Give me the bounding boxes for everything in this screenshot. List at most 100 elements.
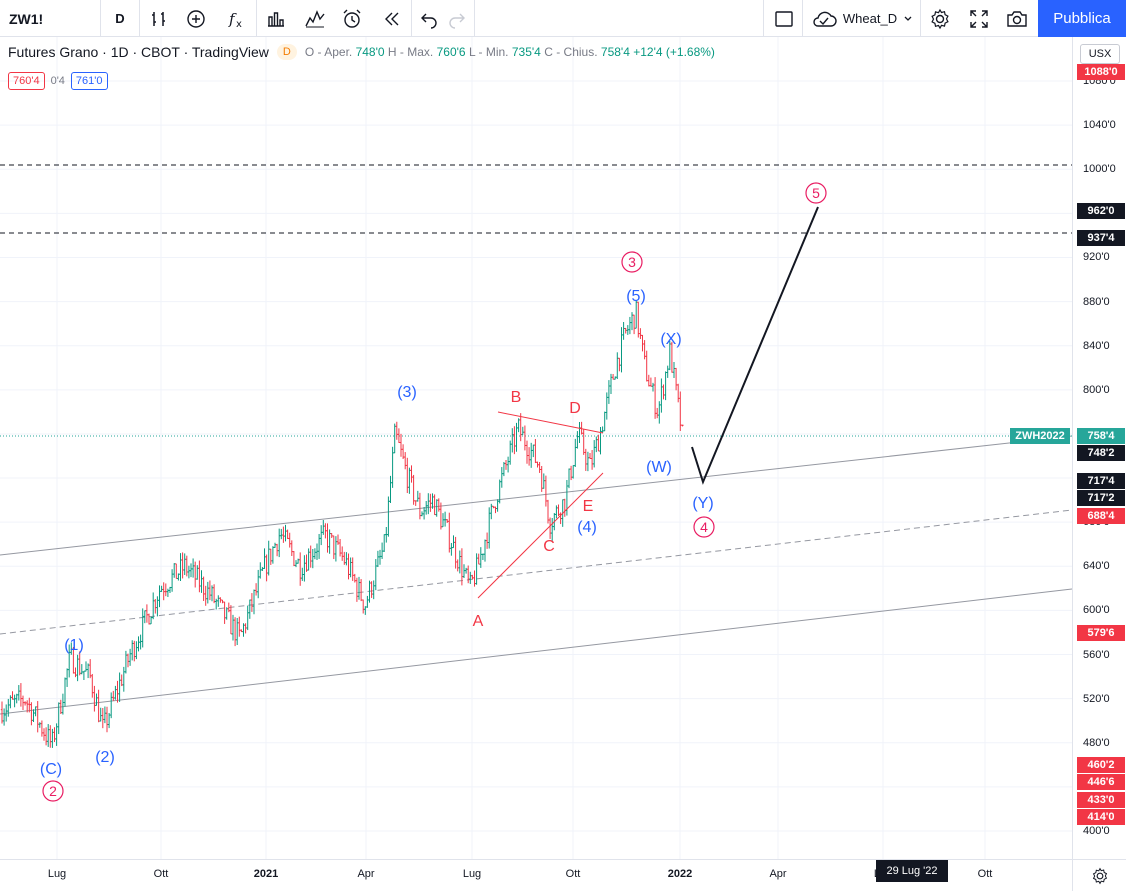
price-bar — [95, 693, 98, 706]
price-bar — [313, 548, 317, 560]
price-bar — [586, 451, 590, 472]
price-bar — [250, 593, 254, 612]
price-bar — [609, 373, 613, 395]
layout-button[interactable]: Wheat_D — [806, 0, 918, 37]
fullscreen-square-button[interactable] — [766, 0, 802, 37]
publish-button[interactable]: Pubblica — [1038, 0, 1126, 37]
interval-button[interactable]: D — [115, 11, 125, 26]
price-bar — [477, 553, 480, 565]
add-button[interactable] — [178, 0, 214, 37]
price-bar — [179, 553, 182, 581]
chart-canvas[interactable]: (C) 2 (1) (2) (3) A B C D E (4) 3 (5) (X) (W) (Y) 4 5 — [0, 37, 1072, 859]
price-bar — [427, 493, 430, 515]
time-tick: Lug — [47, 868, 67, 880]
price-bar — [506, 456, 510, 473]
price-bar — [418, 492, 422, 520]
price-bar — [437, 498, 440, 512]
price-bar — [126, 653, 130, 668]
time-tick: Ott — [977, 868, 993, 880]
price-bar — [540, 465, 543, 492]
price-bar — [582, 429, 585, 455]
ask-button[interactable]: 761'0 — [70, 72, 108, 90]
channel-lower-line — [0, 588, 1072, 715]
price-label: 748'2 — [1077, 445, 1125, 461]
time-tick: Lug — [462, 868, 482, 880]
svg-text:x: x — [236, 19, 242, 29]
price-bar — [656, 407, 659, 419]
price-bar — [588, 453, 592, 459]
templates-button[interactable] — [258, 0, 294, 37]
price-bar — [628, 316, 632, 335]
price-bar — [152, 592, 155, 620]
price-tick: 920'0 — [1083, 251, 1110, 264]
price-bar — [240, 629, 243, 633]
price-bar — [89, 659, 92, 679]
price-bar — [345, 552, 348, 566]
price-bar — [80, 664, 83, 675]
price-bar — [481, 553, 485, 560]
price-bar — [677, 383, 680, 403]
price-bar — [236, 617, 239, 645]
price-bar — [536, 461, 539, 468]
price-bar — [517, 418, 520, 433]
price-bar — [9, 695, 12, 709]
price-bar — [173, 563, 176, 578]
fullscreen-button[interactable] — [961, 0, 997, 37]
price-bar — [351, 557, 354, 581]
wave-label: (X) — [660, 331, 681, 348]
price-bar — [231, 614, 235, 641]
redo-button[interactable] — [440, 0, 474, 37]
price-label: 937'4 — [1077, 230, 1125, 246]
price-bar — [74, 667, 77, 678]
price-tick: 560'0 — [1083, 648, 1110, 661]
price-bar — [429, 493, 432, 512]
price-bar — [128, 648, 132, 666]
price-bar — [488, 507, 491, 549]
alert-button[interactable] — [334, 0, 370, 37]
symbol-search-button[interactable]: ZW1! — [9, 10, 44, 27]
replay-button[interactable] — [374, 0, 410, 37]
price-bar — [664, 371, 667, 401]
price-bar — [187, 565, 191, 579]
axis-settings-button[interactable] — [1072, 859, 1126, 891]
price-bar — [133, 640, 136, 662]
price-bar — [257, 569, 260, 599]
chart-legend: Futures Grano · 1D · CBOT · TradingView … — [8, 44, 715, 60]
price-bar — [458, 550, 461, 574]
price-axis[interactable]: 1080'01040'01000'0960'0920'0880'0840'080… — [1072, 37, 1126, 859]
time-tick: Ott — [153, 868, 169, 880]
price-label: 414'0 — [1077, 809, 1125, 825]
price-bar — [353, 573, 356, 583]
price-bar — [572, 465, 575, 479]
low-value: 735'4 — [511, 45, 541, 59]
price-bar — [450, 542, 453, 556]
currency-select[interactable]: USX — [1080, 44, 1120, 64]
price-bar — [191, 558, 195, 578]
price-bar — [309, 545, 312, 568]
time-axis[interactable]: OttLugApr2022OttLugApr2021OttLug 29 Lug … — [0, 859, 1072, 891]
snapshot-button[interactable] — [999, 0, 1035, 37]
time-tick: 2021 — [253, 868, 279, 880]
gear-icon — [931, 8, 949, 29]
bid-button[interactable]: 760'4 — [8, 72, 45, 90]
price-bar — [217, 595, 220, 607]
price-bar — [593, 440, 596, 468]
series-title[interactable]: Futures Grano · 1D · CBOT · TradingView — [8, 44, 269, 60]
price-bar — [645, 350, 648, 382]
price-bar — [605, 392, 608, 420]
price-bar — [65, 668, 69, 687]
price-bar — [103, 706, 107, 724]
alert-icon — [343, 9, 361, 28]
compare-button[interactable] — [297, 0, 333, 37]
wave-label: 4 — [700, 519, 708, 535]
settings-button[interactable] — [922, 0, 958, 37]
price-bar — [326, 523, 329, 553]
cloud-icon — [813, 11, 837, 27]
price-bar — [601, 426, 604, 434]
price-tick: 800'0 — [1083, 383, 1110, 396]
wave-label: D — [569, 400, 581, 417]
price-bar — [479, 547, 482, 568]
bar-style-button[interactable] — [141, 0, 177, 37]
undo-button[interactable] — [412, 0, 446, 37]
